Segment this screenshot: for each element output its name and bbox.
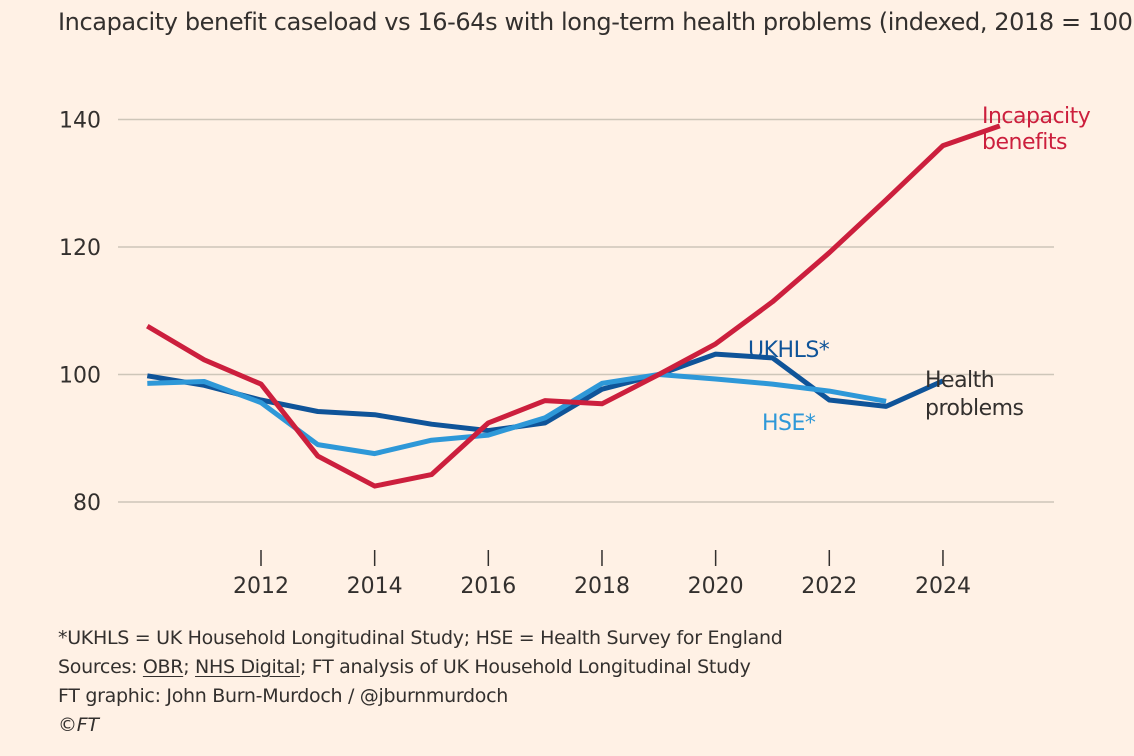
- chart-title: Incapacity benefit caseload vs 16-64s wi…: [58, 8, 1134, 36]
- footnote-graphic-credit: FT graphic: John Burn-Murdoch / @jburnmu…: [58, 685, 508, 707]
- x-tick-label: 2014: [347, 574, 403, 599]
- label-hse: HSE*: [762, 411, 816, 436]
- x-axis: 2012 2014 2016 2018 2020 2022 2024: [233, 550, 971, 599]
- x-tick-label: 2022: [801, 574, 857, 599]
- label-incapacity-benefits-line2: benefits: [982, 130, 1067, 155]
- series-line-incapacity-benefits: [146, 123, 1001, 489]
- label-health-problems-line1: Health: [925, 368, 994, 393]
- y-tick-label: 120: [59, 236, 101, 261]
- gridlines: 80 100 120 140: [59, 109, 1054, 516]
- line-chart: 80 100 120 140 2012 2014 2016 2018 2020 2022 2024…: [59, 104, 1091, 599]
- footnote-sources: Sources: OBR; NHS Digital; FT analysis o…: [58, 653, 783, 682]
- source-link-obr[interactable]: OBR: [142, 656, 184, 678]
- label-health-problems-line2: problems: [925, 396, 1024, 421]
- sources-rest: ; FT analysis of UK Household Longitudin…: [299, 656, 751, 678]
- footnotes: *UKHLS = UK Household Longitudinal Study…: [58, 624, 783, 740]
- sources-prefix: Sources:: [58, 656, 143, 678]
- series-line-hse: [147, 372, 887, 457]
- y-tick-label: 80: [73, 491, 101, 516]
- source-link-nhs-digital[interactable]: NHS Digital: [195, 656, 300, 678]
- footnote-copyright: ©FT: [58, 714, 99, 736]
- sources-separator: ;: [183, 656, 196, 678]
- label-ukhls: UKHLS*: [748, 338, 830, 363]
- x-tick-label: 2018: [574, 574, 630, 599]
- x-tick-label: 2020: [688, 574, 744, 599]
- x-tick-label: 2012: [233, 574, 289, 599]
- footnote-abbreviations: *UKHLS = UK Household Longitudinal Study…: [58, 627, 783, 649]
- x-tick-label: 2016: [460, 574, 516, 599]
- y-tick-label: 100: [59, 364, 101, 389]
- series-lines: [146, 123, 1001, 489]
- x-tick-label: 2024: [915, 574, 971, 599]
- y-tick-label: 140: [59, 109, 101, 134]
- series-line-ukhls: [146, 351, 945, 434]
- label-incapacity-benefits-line1: Incapacity: [982, 104, 1091, 129]
